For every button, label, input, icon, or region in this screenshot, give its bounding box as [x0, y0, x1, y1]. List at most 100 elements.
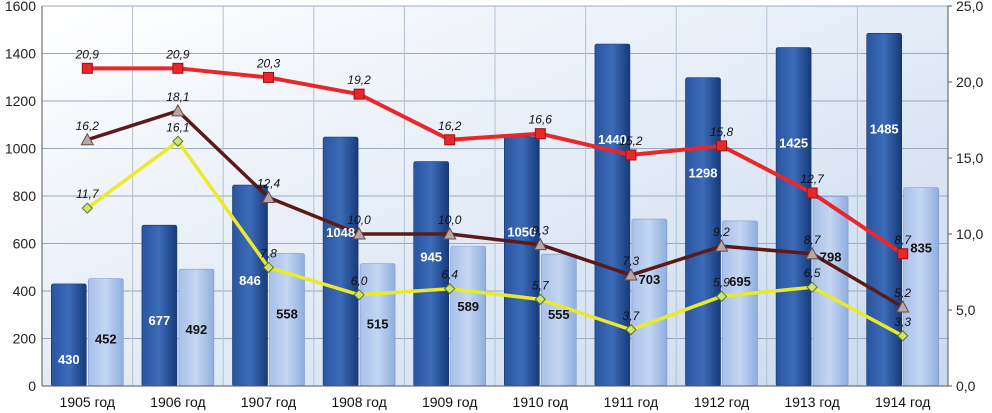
line-marker-triangle [805, 246, 819, 260]
y-left-tick-label: 1200 [5, 93, 36, 109]
x-tick-label: 1912 год [694, 394, 749, 410]
line-marker-square [353, 88, 365, 100]
line-marker-diamond [353, 289, 365, 301]
bar [775, 47, 812, 387]
line-value-label: 6,0 [351, 274, 368, 288]
x-tick-label: 1906 год [150, 394, 205, 410]
y-left-tick-label: 1600 [5, 0, 36, 14]
x-tick-label: 1914 год [875, 394, 930, 410]
y-right-tick-label: 20,0 [956, 74, 983, 90]
bar-value-label: 677 [149, 313, 171, 328]
y-left-tick-label: 200 [13, 331, 37, 347]
bar-value-label: 1050 [507, 225, 536, 240]
bars [50, 33, 940, 387]
series-line [87, 66, 904, 256]
y-left-tick-label: 800 [13, 188, 37, 204]
line-marker-diamond [81, 202, 94, 214]
line-value-label: 8,7 [894, 233, 912, 247]
line-marker-square [263, 71, 274, 83]
series-line [86, 109, 904, 309]
line-marker-diamond [534, 293, 547, 306]
bar [594, 43, 631, 387]
bar-value-label: 835 [910, 241, 932, 256]
y-left-tick-label: 1000 [5, 141, 36, 157]
bar-value-label: 1485 [870, 121, 899, 136]
line-value-label: 3,7 [623, 309, 641, 323]
y-left-tick-label: 400 [13, 283, 37, 299]
line-marker-diamond [625, 324, 637, 336]
bar-value-label: 452 [95, 332, 117, 347]
line-value-label: 20,9 [165, 47, 190, 61]
line-value-label: 8,7 [804, 233, 822, 247]
bar-value-label: 558 [276, 306, 298, 321]
line-value-label: 5,7 [532, 278, 550, 292]
y-left-tick-label: 600 [13, 236, 37, 252]
lines [80, 62, 910, 342]
bar-value-label: 1048 [326, 225, 355, 240]
line-value-label: 7,8 [260, 246, 277, 260]
line-value-label: 12,7 [800, 172, 825, 186]
line-marker-triangle [714, 239, 729, 252]
axes: 020040060080010001200140016000,05,010,01… [5, 0, 984, 410]
bar-value-label: 1425 [779, 136, 808, 151]
line-value-label: 3,3 [894, 315, 911, 329]
line-marker-triangle [895, 299, 910, 313]
line-marker-square [897, 248, 909, 260]
bar [141, 224, 178, 387]
line-marker-diamond [806, 281, 818, 293]
line-value-label: 15,8 [710, 125, 734, 139]
line-marker-diamond [172, 135, 184, 147]
y-right-tick-label: 0,0 [956, 378, 976, 394]
line-value-label: 5,9 [713, 275, 730, 289]
bar-value-label: 589 [457, 299, 479, 314]
line-marker-triangle [80, 132, 95, 146]
line-value-label: 19,2 [347, 73, 371, 87]
line-value-label: 16,1 [166, 120, 189, 134]
line-marker-diamond [715, 290, 728, 303]
bar-value-label: 695 [729, 274, 751, 289]
line-marker-square [172, 62, 184, 74]
line-marker-diamond [896, 330, 909, 342]
line-marker-triangle [442, 226, 457, 240]
line-value-label: 20,9 [75, 47, 100, 61]
bar [50, 283, 87, 387]
x-tick-label: 1908 год [331, 394, 386, 410]
bar-value-label: 846 [239, 273, 261, 288]
line-value-label: 16,2 [76, 119, 100, 133]
x-tick-label: 1909 год [422, 394, 477, 410]
line-value-label: 6,5 [804, 266, 821, 280]
bar [503, 136, 540, 387]
series-line [86, 139, 904, 338]
bar-value-label: 515 [367, 317, 389, 332]
line-marker-diamond [443, 283, 456, 295]
line-value-label: 18,1 [166, 90, 189, 104]
y-left-tick-label: 0 [28, 378, 36, 394]
line-marker-square [534, 128, 546, 140]
y-right-tick-label: 15,0 [956, 150, 983, 166]
x-tick-label: 1911 год [604, 394, 658, 410]
line-marker-square [625, 149, 637, 161]
line-marker-diamond [262, 261, 275, 274]
line-value-label: 5,2 [894, 286, 911, 300]
line-value-label: 15,2 [619, 134, 643, 148]
bar [322, 136, 359, 387]
bar-value-label: 492 [186, 322, 208, 337]
line-marker-triangle [261, 190, 276, 204]
bar [631, 218, 668, 387]
line-value-label: 10,0 [438, 213, 462, 227]
y-right-tick-label: 5,0 [956, 302, 976, 318]
bar-value-label: 1298 [689, 166, 718, 181]
y-right-tick-label: 25,0 [956, 0, 983, 14]
y-right-tick-label: 10,0 [956, 226, 983, 242]
line-value-label: 12,4 [257, 177, 281, 191]
line-marker-triangle [171, 103, 185, 117]
line-marker-square [444, 134, 456, 146]
bar-value-label: 798 [820, 249, 842, 264]
labels: 430 677 846 1048 945 1050 1440 1298 1425 1485 452 4… [58, 47, 932, 367]
x-tick-label: 1905 год [60, 394, 115, 410]
line-value-label: 10,0 [347, 213, 371, 227]
line-value-label: 11,7 [76, 187, 100, 201]
x-tick-label: 1913 год [784, 394, 839, 410]
x-tick-label: 1910 год [513, 394, 568, 410]
line-value-label: 16,6 [529, 113, 553, 127]
